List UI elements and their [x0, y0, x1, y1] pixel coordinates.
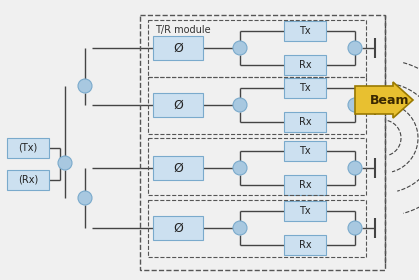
Circle shape: [58, 156, 72, 170]
Bar: [140, 15, 385, 270]
Text: Rx: Rx: [299, 180, 311, 190]
Text: Ø: Ø: [173, 221, 183, 235]
Text: Ø: Ø: [173, 41, 183, 55]
FancyBboxPatch shape: [284, 78, 326, 98]
Text: Tx: Tx: [299, 83, 311, 93]
Circle shape: [78, 191, 92, 205]
Text: T/R module: T/R module: [155, 25, 211, 35]
FancyBboxPatch shape: [284, 112, 326, 132]
Text: Rx: Rx: [299, 117, 311, 127]
Circle shape: [233, 221, 247, 235]
FancyBboxPatch shape: [7, 170, 49, 190]
Circle shape: [348, 41, 362, 55]
FancyBboxPatch shape: [153, 36, 203, 60]
FancyBboxPatch shape: [284, 175, 326, 195]
Text: Ø: Ø: [173, 162, 183, 174]
Text: Rx: Rx: [299, 60, 311, 70]
Circle shape: [78, 79, 92, 93]
FancyBboxPatch shape: [284, 55, 326, 75]
Bar: [148, 200, 366, 257]
Circle shape: [348, 161, 362, 175]
Text: Tx: Tx: [299, 146, 311, 156]
FancyBboxPatch shape: [153, 156, 203, 180]
FancyBboxPatch shape: [284, 141, 326, 161]
Text: Rx: Rx: [299, 240, 311, 250]
Bar: [148, 138, 366, 195]
FancyBboxPatch shape: [7, 138, 49, 158]
Circle shape: [233, 98, 247, 112]
FancyBboxPatch shape: [153, 93, 203, 117]
Text: Beam: Beam: [370, 94, 410, 106]
Text: (Rx): (Rx): [18, 175, 38, 185]
Circle shape: [233, 41, 247, 55]
Circle shape: [348, 221, 362, 235]
FancyBboxPatch shape: [284, 201, 326, 221]
FancyBboxPatch shape: [284, 235, 326, 255]
Circle shape: [348, 98, 362, 112]
Text: Tx: Tx: [299, 26, 311, 36]
Text: Ø: Ø: [173, 99, 183, 111]
Circle shape: [233, 161, 247, 175]
FancyBboxPatch shape: [153, 216, 203, 240]
FancyArrow shape: [355, 82, 413, 118]
FancyBboxPatch shape: [284, 21, 326, 41]
Text: Tx: Tx: [299, 206, 311, 216]
Text: (Tx): (Tx): [18, 143, 38, 153]
Bar: [148, 20, 366, 77]
Bar: [148, 77, 366, 134]
